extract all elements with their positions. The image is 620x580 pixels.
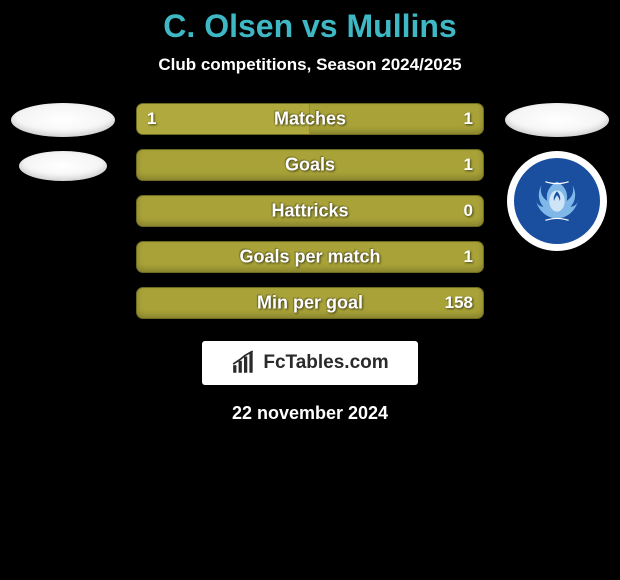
bar-chart-icon xyxy=(231,350,257,376)
left-logos xyxy=(8,103,118,181)
subtitle: Club competitions, Season 2024/2025 xyxy=(0,55,620,75)
comparison-row: 1 Matches 1 Goals 1 Hattricks 0 Goals per match… xyxy=(0,103,620,319)
stat-label: Hattricks xyxy=(271,201,348,222)
stat-value-right: 0 xyxy=(464,201,473,221)
brand-logo[interactable]: FcTables.com xyxy=(202,341,418,385)
stat-bar: Goals per match 1 xyxy=(136,241,484,273)
left-team-logos xyxy=(8,103,118,181)
club-logo-ellipse-3 xyxy=(505,103,609,137)
brand-text: FcTables.com xyxy=(263,352,388,374)
stat-bar: Min per goal 158 xyxy=(136,287,484,319)
stat-bars: 1 Matches 1 Goals 1 Hattricks 0 Goals per match… xyxy=(136,103,484,319)
date-text: 22 november 2024 xyxy=(0,403,620,424)
club-badge-inner xyxy=(514,158,600,244)
stat-value-right: 1 xyxy=(464,109,473,129)
stat-bar: 1 Matches 1 xyxy=(136,103,484,135)
stat-label: Matches xyxy=(274,109,346,130)
club-logo-ellipse-1 xyxy=(11,103,115,137)
stat-value-right: 158 xyxy=(445,293,473,313)
right-logos xyxy=(502,103,612,251)
stat-value-left: 1 xyxy=(147,109,156,129)
stat-value-right: 1 xyxy=(464,247,473,267)
club-badge xyxy=(507,151,607,251)
stat-label: Goals xyxy=(285,155,335,176)
stat-bar: Hattricks 0 xyxy=(136,195,484,227)
stat-bar: Goals 1 xyxy=(136,149,484,181)
stat-label: Min per goal xyxy=(257,293,363,314)
stat-label: Goals per match xyxy=(239,247,380,268)
comparison-card: C. Olsen vs Mullins Club competitions, S… xyxy=(0,0,620,424)
page-title: C. Olsen vs Mullins xyxy=(0,8,620,45)
club-logo-ellipse-2 xyxy=(19,151,107,181)
right-team-logos xyxy=(502,103,612,251)
stat-value-right: 1 xyxy=(464,155,473,175)
phoenix-icon xyxy=(528,172,586,230)
